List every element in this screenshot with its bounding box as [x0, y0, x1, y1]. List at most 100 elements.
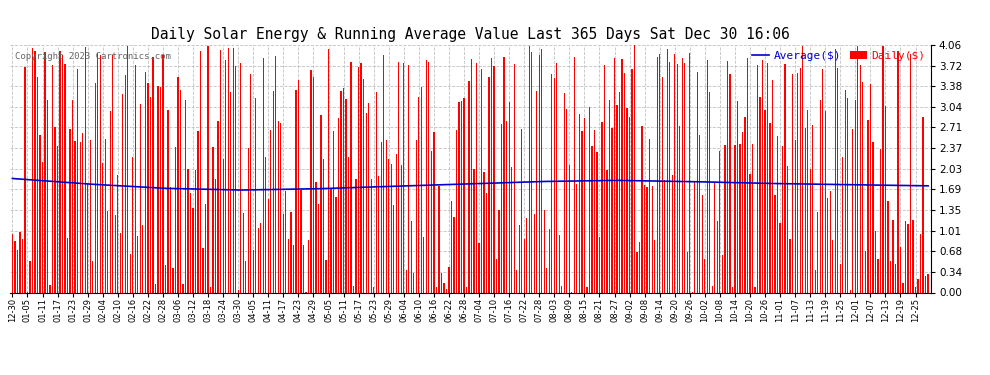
Bar [915, 287, 916, 292]
Bar [353, 286, 354, 292]
Bar [25, 68, 26, 292]
Bar [413, 273, 415, 292]
Bar [35, 51, 36, 292]
Bar [767, 63, 768, 292]
Bar [596, 152, 598, 292]
Bar [561, 286, 562, 292]
Bar [57, 146, 58, 292]
Bar [448, 267, 449, 292]
Bar [122, 94, 124, 292]
Bar [270, 130, 271, 292]
Bar [576, 183, 577, 292]
Bar [159, 87, 161, 292]
Bar [835, 49, 836, 292]
Bar [740, 144, 741, 292]
Bar [609, 100, 610, 292]
Bar [639, 242, 641, 292]
Bar [807, 110, 808, 292]
Bar [862, 82, 863, 292]
Bar [308, 240, 309, 292]
Bar [17, 250, 18, 292]
Bar [762, 60, 763, 292]
Bar [243, 213, 244, 292]
Bar [350, 62, 351, 292]
Bar [170, 187, 171, 292]
Bar [476, 63, 477, 292]
Bar [764, 110, 765, 292]
Bar [849, 290, 851, 292]
Bar [882, 46, 883, 292]
Bar [164, 265, 166, 292]
Bar [250, 74, 251, 292]
Bar [649, 139, 650, 292]
Bar [423, 237, 425, 292]
Bar [280, 123, 281, 292]
Bar [539, 55, 540, 292]
Bar [867, 120, 868, 292]
Bar [177, 78, 178, 292]
Bar [272, 92, 274, 292]
Bar [172, 268, 173, 292]
Bar [84, 47, 86, 292]
Bar [574, 57, 575, 292]
Bar [624, 73, 625, 292]
Bar [190, 193, 191, 292]
Bar [105, 139, 106, 292]
Bar [79, 142, 81, 292]
Bar [642, 126, 643, 292]
Bar [275, 56, 276, 292]
Bar [385, 140, 387, 292]
Bar [213, 147, 214, 292]
Bar [483, 172, 485, 292]
Bar [629, 117, 631, 292]
Bar [634, 45, 636, 292]
Bar [727, 61, 728, 292]
Bar [681, 58, 683, 292]
Bar [908, 224, 909, 292]
Bar [524, 239, 525, 292]
Bar [822, 69, 824, 292]
Bar [303, 245, 304, 292]
Bar [601, 122, 603, 292]
Bar [496, 259, 497, 292]
Bar [27, 291, 28, 292]
Bar [612, 128, 613, 292]
Bar [617, 105, 618, 292]
Bar [358, 67, 359, 292]
Bar [661, 77, 662, 292]
Bar [300, 190, 302, 292]
Bar [892, 220, 894, 292]
Bar [918, 279, 919, 292]
Bar [355, 179, 356, 292]
Bar [499, 210, 500, 292]
Bar [910, 54, 911, 292]
Bar [318, 204, 319, 292]
Bar [238, 290, 239, 292]
Bar [800, 68, 801, 292]
Bar [795, 140, 796, 292]
Bar [833, 240, 834, 292]
Bar [408, 65, 410, 292]
Bar [47, 100, 49, 292]
Bar [659, 54, 660, 292]
Bar [920, 234, 921, 292]
Bar [744, 117, 745, 292]
Bar [391, 164, 392, 292]
Bar [870, 84, 871, 292]
Bar [411, 220, 412, 292]
Bar [326, 260, 327, 292]
Bar [133, 157, 134, 292]
Bar [32, 48, 33, 292]
Bar [439, 186, 440, 292]
Bar [406, 270, 407, 292]
Bar [579, 114, 580, 292]
Bar [827, 198, 829, 292]
Bar [89, 140, 91, 292]
Bar [347, 158, 349, 292]
Bar [102, 163, 103, 292]
Bar [730, 74, 731, 292]
Bar [67, 238, 68, 292]
Bar [187, 169, 189, 292]
Bar [82, 133, 83, 292]
Bar [182, 284, 183, 292]
